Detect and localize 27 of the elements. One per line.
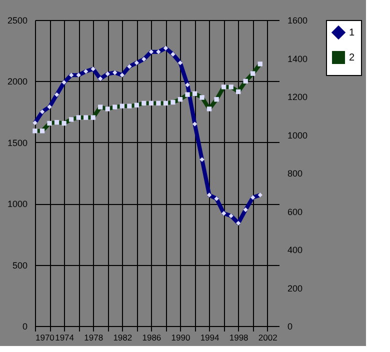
y2-tick-label: 1400 [288,54,308,64]
x-tick-label: 1974 [55,332,74,342]
x-tick-label: 1970 [36,332,55,342]
y2-tick-label: 200 [288,283,303,294]
x-tick-label: 1998 [229,332,249,342]
x-tick-label: 1982 [113,332,132,342]
y-tick-label: 500 [12,260,28,270]
x-tick-label: 2002 [258,332,278,342]
legend-label: 1 [349,28,355,38]
y-tick-label: 1000 [7,199,28,210]
y2-tick-label: 1600 [288,16,308,26]
line-series [32,46,262,226]
y2-tick-label: 1200 [288,92,308,102]
y2-tick-label: 800 [288,168,303,178]
y2-tick-label: 0 [288,322,293,332]
legend-label: 2 [349,52,355,64]
y-tick-label: 2000 [7,76,28,87]
x-tick-label: 1986 [142,332,162,342]
x-tick-label: 1978 [84,332,104,342]
y-tick-label: 1500 [7,138,28,148]
y-tick-label: 2500 [7,16,28,26]
x-tick-label: 1990 [171,332,190,342]
y2-tick-label: 600 [288,206,303,217]
x-tick-label: 1994 [200,332,220,342]
y2-tick-label: 400 [288,245,303,255]
y-tick-label: 0 [22,322,28,332]
y2-tick-label: 1000 [288,130,308,140]
